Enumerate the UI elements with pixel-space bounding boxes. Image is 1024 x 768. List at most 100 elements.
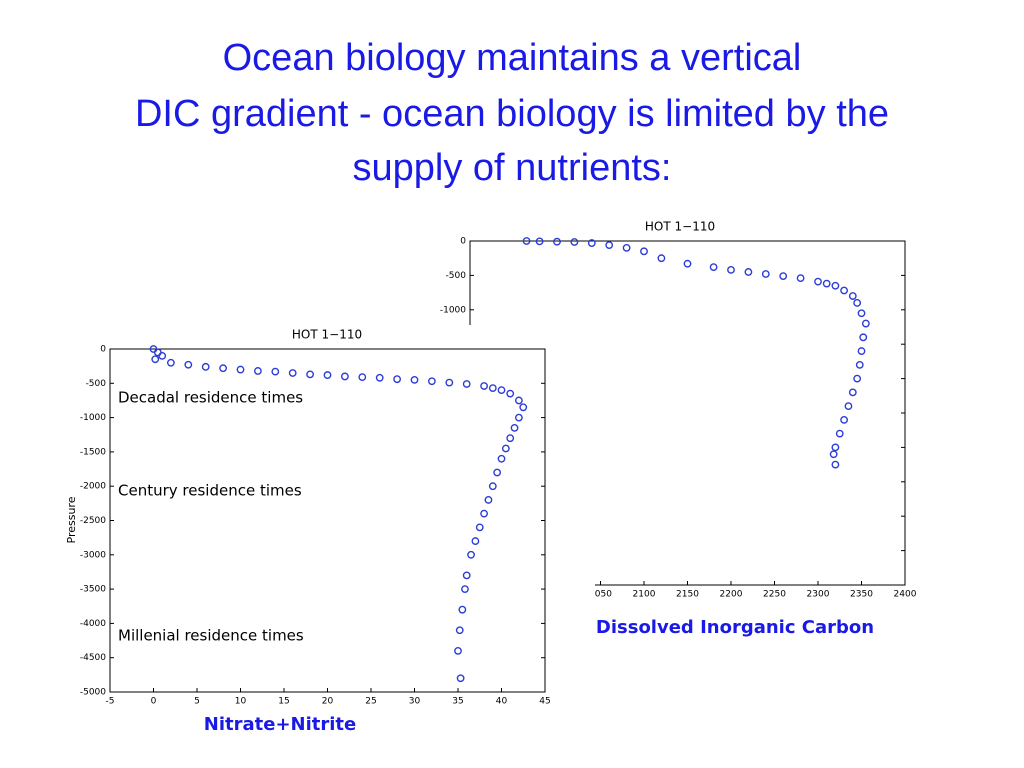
x-tick-label: 2100 (633, 590, 656, 600)
data-point (727, 265, 735, 274)
data-point (831, 281, 840, 290)
data-point (844, 402, 853, 411)
plot-area (109, 348, 546, 693)
data-point (683, 259, 692, 268)
data-point (471, 537, 480, 545)
data-point (497, 454, 506, 463)
data-point (848, 292, 857, 300)
slide-title: Ocean biology maintains a vertical (223, 37, 802, 79)
data-point (475, 523, 484, 532)
data-point (488, 482, 497, 491)
x-tick-label: -5 (106, 697, 115, 707)
x-tick-label: 2400 (894, 590, 917, 600)
y-tick-label: -1000 (80, 413, 106, 423)
data-point (288, 369, 297, 377)
x-tick-label: 2200 (720, 590, 743, 600)
data-point (831, 443, 840, 452)
y-tick-label: -500 (86, 379, 107, 389)
y-tick-label: -3000 (80, 550, 106, 560)
y-tick-label: -1000 (440, 305, 466, 315)
data-point (488, 384, 497, 393)
data-point (796, 274, 805, 283)
x-tick-label: 25 (365, 697, 376, 707)
y-tick-label: -2000 (80, 482, 106, 492)
data-point (456, 674, 465, 683)
data-point (467, 550, 475, 559)
y-tick-label: 0 (460, 237, 466, 247)
data-point (761, 270, 770, 278)
data-point (506, 434, 515, 443)
x-tick-label: 40 (496, 697, 508, 707)
data-point (535, 237, 544, 246)
data-point (184, 360, 193, 369)
y-tick-label: -1500 (80, 447, 106, 457)
data-point (622, 243, 631, 252)
data-point (462, 380, 471, 388)
data-point (201, 362, 210, 371)
data-point (236, 365, 245, 374)
y-tick-label: -5000 (80, 688, 106, 698)
x-axis-label: Dissolved Inorganic Carbon (596, 617, 874, 638)
data-point (744, 268, 753, 276)
data-point (358, 373, 367, 382)
data-point (427, 377, 436, 386)
data-point (158, 351, 167, 360)
data-point (393, 375, 401, 384)
data-point (709, 263, 718, 272)
data-point (271, 367, 280, 376)
x-tick-label: 2300 (807, 590, 830, 600)
y-tick-label: -4500 (80, 653, 106, 663)
data-point (493, 468, 502, 477)
y-tick-label: -500 (446, 271, 467, 281)
y-axis-label: Pressure (65, 496, 78, 543)
x-tick-label: 2150 (676, 590, 699, 600)
data-point (484, 496, 493, 504)
data-point (855, 360, 864, 369)
data-point (506, 389, 515, 398)
x-tick-label: 5 (194, 697, 200, 707)
x-tick-label: 45 (539, 697, 550, 707)
data-point (510, 423, 519, 432)
data-point (455, 626, 464, 635)
data-point (657, 254, 666, 263)
data-point (814, 277, 822, 286)
data-point (519, 403, 528, 412)
data-point (779, 272, 788, 280)
chart-title: HOT 1−110 (645, 220, 715, 234)
data-point (375, 373, 384, 382)
x-tick-label: 2250 (763, 590, 786, 600)
data-point (859, 333, 868, 342)
annotation: Decadal residence times (118, 389, 303, 407)
y-tick-label: -4000 (80, 619, 106, 629)
data-point (853, 374, 862, 383)
data-point (522, 237, 531, 245)
data-point (640, 247, 648, 256)
data-point (306, 370, 314, 379)
x-axis-label: Nitrate+Nitrite (204, 714, 356, 735)
annotation: Century residence times (118, 482, 302, 500)
x-tick-label: 10 (235, 697, 247, 707)
data-point (840, 415, 848, 424)
data-point (605, 241, 614, 250)
data-point (840, 286, 848, 295)
y-tick-label: 0 (100, 345, 106, 355)
data-point (857, 309, 866, 318)
x-tick-label: 15 (278, 697, 289, 707)
x-tick-label: 2350 (850, 590, 873, 600)
data-point (462, 571, 471, 580)
data-point (219, 364, 228, 373)
slide-title: DIC gradient - ocean biology is limited … (135, 93, 889, 135)
data-point (458, 605, 467, 614)
data-point (410, 375, 419, 384)
data-point (515, 413, 523, 422)
annotation: Millenial residence times (118, 627, 304, 645)
data-point (445, 378, 454, 387)
y-tick-label: -2500 (80, 516, 106, 526)
data-point (454, 646, 462, 655)
data-point (829, 450, 838, 459)
slide-title: supply of nutrients: (353, 147, 672, 189)
data-point (831, 460, 840, 469)
x-tick-label: 0 (151, 697, 157, 707)
x-tick-label: 30 (409, 697, 421, 707)
